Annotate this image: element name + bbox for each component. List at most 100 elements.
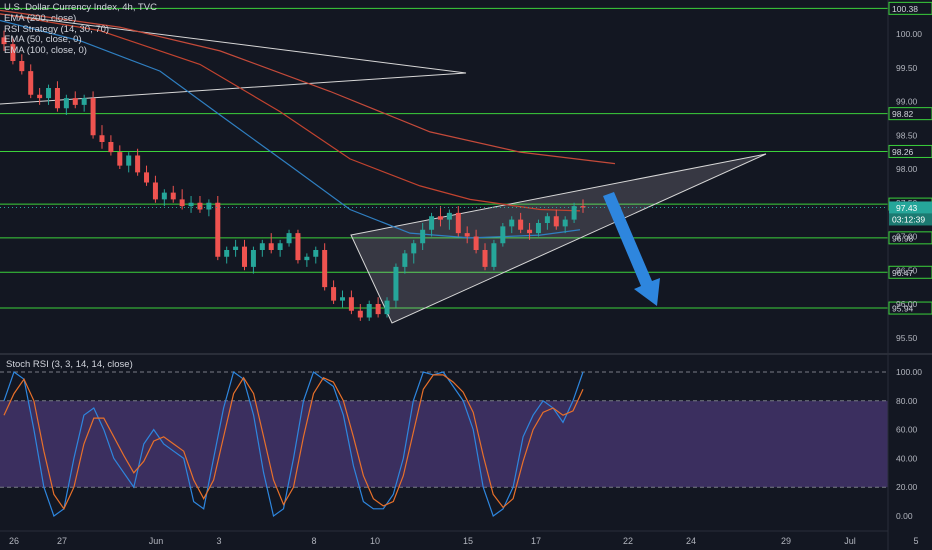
candle-body-55 bbox=[491, 243, 497, 267]
candle-body-47 bbox=[420, 229, 426, 244]
time-tick-3: 3 bbox=[216, 536, 221, 546]
level-label-4: 96.98 bbox=[892, 233, 914, 243]
level-label-6: 95.94 bbox=[892, 304, 914, 314]
last-price-box bbox=[889, 201, 932, 214]
candle-body-46 bbox=[411, 243, 417, 254]
candle-body-54 bbox=[482, 250, 488, 267]
legend-rsi-strategy: RSI Strategy (14, 30, 70) bbox=[4, 23, 110, 35]
price-tick-1: 99.50 bbox=[896, 63, 918, 73]
level-label-box-4 bbox=[888, 231, 932, 245]
candle-body-0 bbox=[1, 37, 7, 45]
candle-body-4 bbox=[37, 94, 43, 99]
legend-ema-50: EMA (50, close, 0) bbox=[4, 34, 82, 46]
rsi-tick-5: 0.00 bbox=[896, 511, 913, 521]
candle-body-2 bbox=[19, 61, 25, 72]
candle-body-53 bbox=[473, 236, 479, 250]
candle-body-22 bbox=[197, 202, 203, 210]
candle-body-44 bbox=[393, 266, 399, 301]
last-price-label: 97.43 bbox=[896, 203, 918, 213]
stoch-rsi-line-0 bbox=[3, 371, 584, 518]
candle-body-13 bbox=[117, 152, 123, 166]
candle-body-40 bbox=[357, 310, 363, 318]
triangle-drawing bbox=[0, 13, 467, 105]
candle-body-8 bbox=[72, 98, 78, 105]
candle-body-41 bbox=[366, 304, 372, 318]
candle-body-24 bbox=[215, 202, 221, 257]
forecast-arrow bbox=[603, 192, 660, 306]
candle-body-60 bbox=[535, 223, 541, 234]
candle-body-63 bbox=[562, 219, 568, 227]
candle-body-28 bbox=[250, 250, 256, 267]
candle-body-11 bbox=[99, 135, 105, 142]
candle-body-58 bbox=[518, 219, 524, 230]
time-tick-7: 17 bbox=[531, 536, 541, 546]
candle-body-9 bbox=[81, 98, 87, 105]
time-tick-2: Jun bbox=[149, 536, 164, 546]
time-tick-12: 5 bbox=[913, 536, 918, 546]
stoch-rsi-legend: Stoch RSI (3, 3, 14, 14, close) bbox=[6, 359, 133, 370]
candle-body-14 bbox=[126, 155, 132, 166]
price-tick-2: 99.00 bbox=[896, 97, 918, 107]
candle-body-3 bbox=[28, 71, 34, 95]
time-tick-11: Jul bbox=[844, 536, 856, 546]
price-tick-7: 96.50 bbox=[896, 265, 918, 275]
candle-body-1 bbox=[10, 44, 16, 61]
legend-title: U.S. Dollar Currency Index, 4h, TVC bbox=[4, 2, 157, 13]
candle-body-52 bbox=[464, 233, 470, 237]
candle-body-16 bbox=[144, 172, 150, 183]
candle-body-59 bbox=[527, 229, 533, 234]
level-label-box-0 bbox=[888, 1, 932, 15]
level-label-0: 100.38 bbox=[892, 4, 918, 14]
level-label-box-2 bbox=[888, 144, 932, 158]
price-tick-0: 100.00 bbox=[896, 29, 922, 39]
candle-body-19 bbox=[170, 192, 176, 200]
candle-body-20 bbox=[179, 199, 185, 207]
rsi-tick-4: 20.00 bbox=[896, 482, 918, 492]
time-tick-6: 15 bbox=[463, 536, 473, 546]
legend-ema-200: EMA (200, close) bbox=[4, 12, 77, 24]
candle-body-56 bbox=[500, 226, 506, 244]
candle-body-21 bbox=[188, 202, 194, 207]
candle-body-35 bbox=[313, 250, 319, 257]
candle-body-33 bbox=[295, 233, 301, 261]
candle-body-50 bbox=[446, 212, 452, 220]
candle-body-61 bbox=[544, 216, 550, 223]
candle-body-27 bbox=[242, 246, 248, 267]
price-tick-6: 97.00 bbox=[896, 232, 918, 242]
candle-body-30 bbox=[268, 243, 274, 250]
rsi-pane-bg bbox=[0, 356, 888, 530]
candle-body-18 bbox=[161, 192, 167, 200]
candle-body-17 bbox=[152, 182, 158, 200]
price-tick-8: 96.00 bbox=[896, 299, 918, 309]
candle-body-39 bbox=[348, 297, 354, 311]
ema-line-2 bbox=[0, 9, 616, 165]
level-label-2: 98.26 bbox=[892, 147, 914, 157]
candle-body-23 bbox=[206, 202, 212, 210]
price-tick-9: 95.50 bbox=[896, 333, 918, 343]
rsi-tick-0: 100.00 bbox=[896, 367, 922, 377]
candle-body-29 bbox=[259, 243, 265, 250]
ema-line-1 bbox=[0, 13, 581, 212]
candle-body-64 bbox=[571, 206, 577, 220]
candle-body-6 bbox=[54, 88, 60, 109]
candle-body-32 bbox=[286, 233, 292, 244]
rsi-band-fill bbox=[0, 400, 888, 488]
candle-body-38 bbox=[339, 297, 345, 301]
candle-body-62 bbox=[553, 216, 559, 227]
countdown-label: 03:12:39 bbox=[892, 214, 925, 224]
countdown-box bbox=[889, 213, 932, 226]
candle-body-5 bbox=[46, 88, 52, 99]
candle-body-57 bbox=[509, 219, 515, 227]
candle-body-26 bbox=[233, 246, 239, 250]
candle-body-36 bbox=[322, 250, 328, 288]
time-tick-1: 27 bbox=[57, 536, 67, 546]
price-pane[interactable] bbox=[0, 0, 888, 352]
chart-legend: U.S. Dollar Currency Index, 4h, TVC EMA … bbox=[4, 2, 157, 57]
candle-body-65 bbox=[580, 206, 586, 208]
level-label-box-1 bbox=[888, 107, 932, 121]
candle-body-45 bbox=[402, 253, 408, 267]
candle-body-15 bbox=[135, 155, 141, 173]
stoch-rsi-pane[interactable] bbox=[0, 356, 888, 530]
